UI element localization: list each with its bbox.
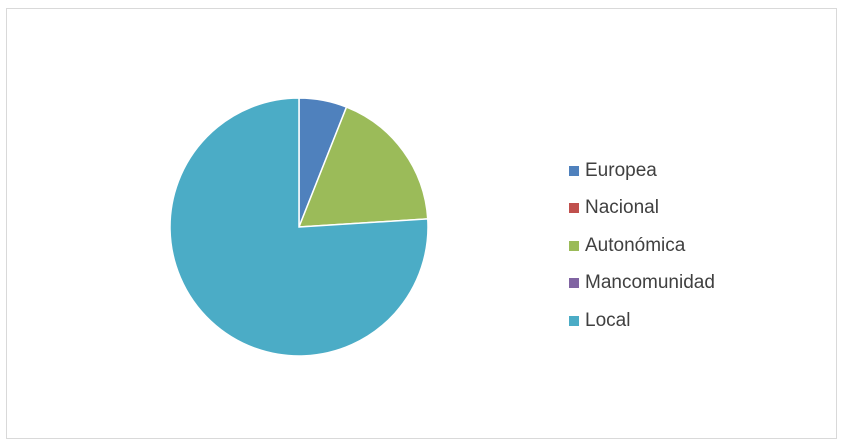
pie-slices (169, 97, 429, 357)
legend-label: Local (585, 309, 631, 331)
legend-item-nacional: Nacional (569, 190, 715, 228)
legend-swatch (569, 203, 579, 214)
legend-swatch (569, 165, 579, 176)
legend-label: Nacional (585, 197, 659, 219)
pie-slice-local (169, 97, 429, 357)
legend-label: Autonómica (585, 234, 686, 256)
pie-chart (169, 97, 429, 357)
legend-swatch (569, 240, 579, 251)
pie-slice-autonomica (297, 106, 429, 228)
legend-label: Europea (585, 159, 657, 181)
legend-item-local: Local (569, 302, 715, 340)
legend-item-autonomica: Autonómica (569, 227, 715, 265)
legend-item-europea: Europea (569, 152, 715, 190)
chart-area: Europea Nacional Autonómica Mancomunidad Loc… (6, 8, 837, 439)
legend-swatch (569, 315, 579, 326)
chart-legend: Europea Nacional Autonómica Mancomunidad Loc… (569, 152, 715, 340)
legend-item-mancomunidad: Mancomunidad (569, 265, 715, 303)
legend-swatch (569, 278, 579, 289)
legend-label: Mancomunidad (585, 272, 715, 294)
